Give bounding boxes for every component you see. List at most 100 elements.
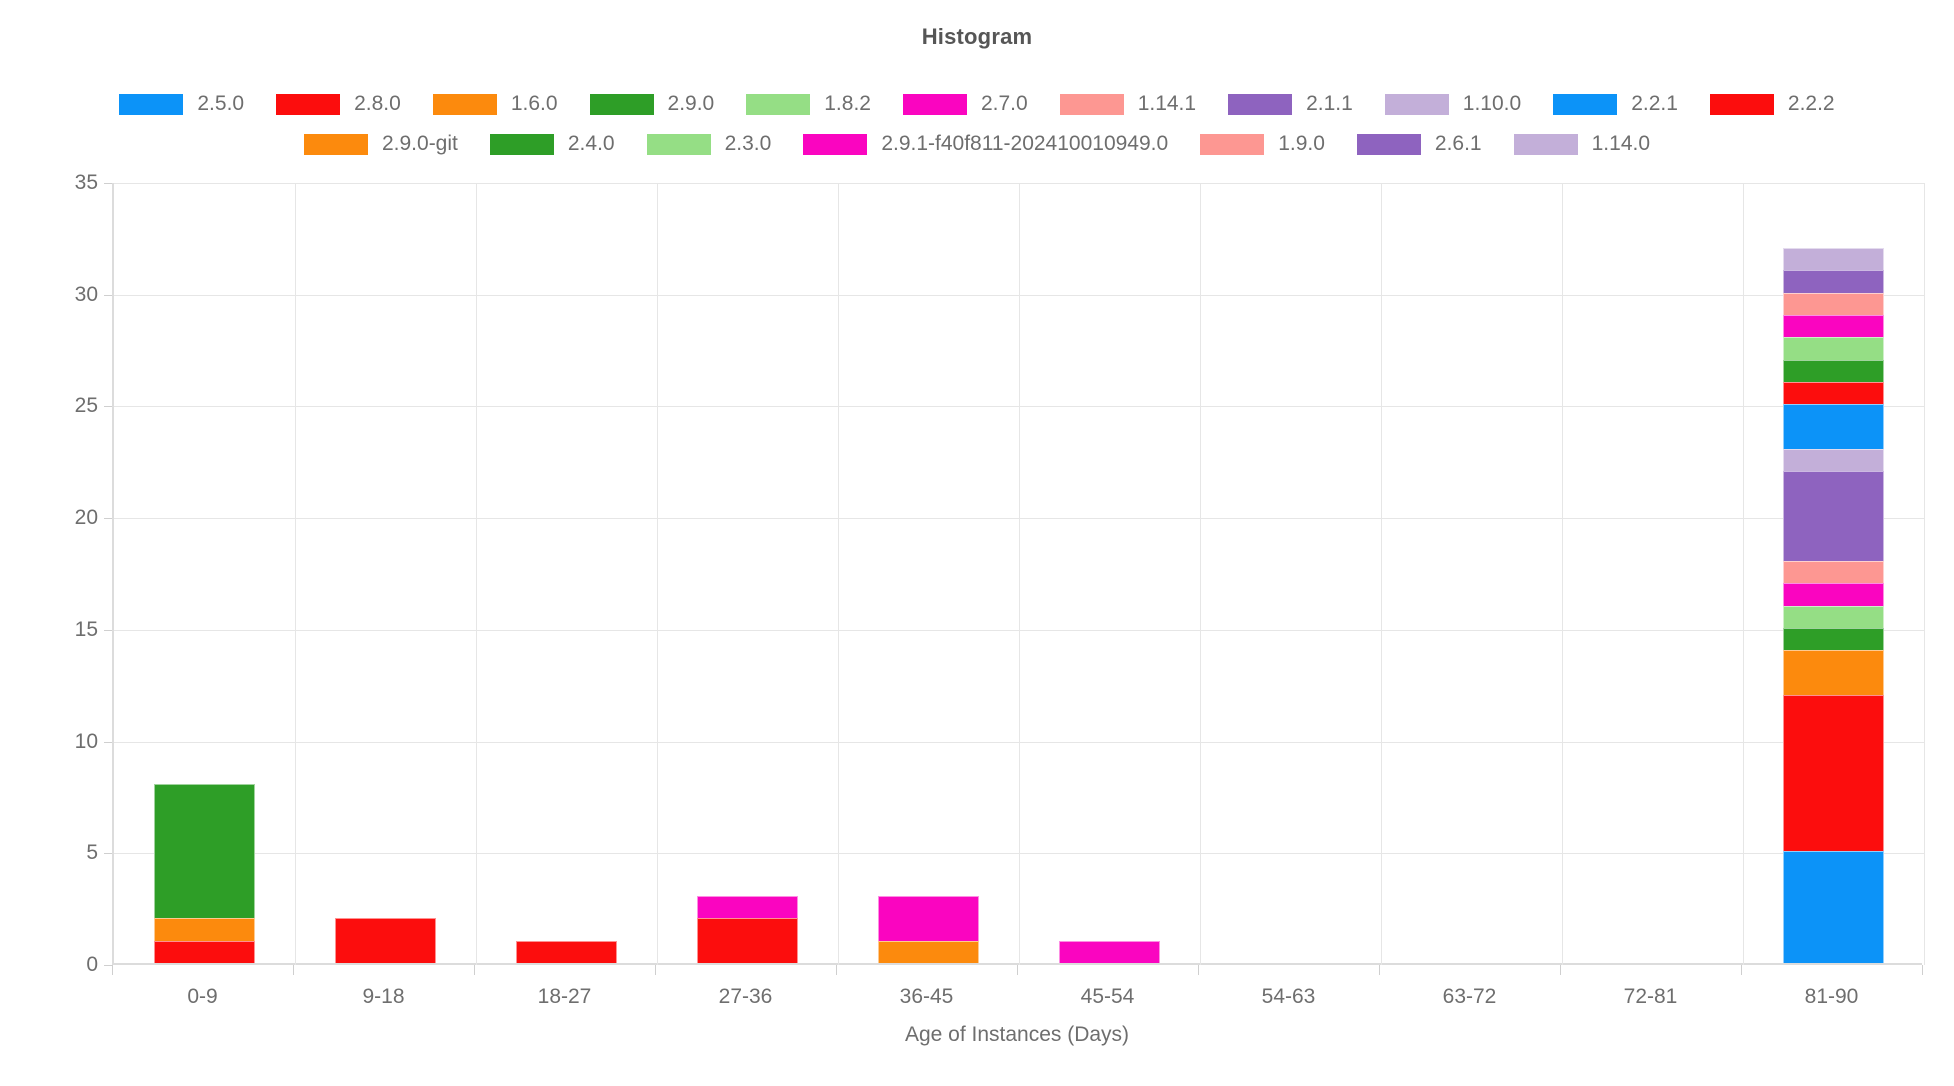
bar-segment[interactable] (1782, 337, 1885, 360)
legend-item[interactable]: 2.9.0 (589, 92, 714, 116)
bar-segment[interactable] (153, 784, 256, 919)
legend-item[interactable]: 1.14.0 (1513, 132, 1651, 156)
bar-segment[interactable] (153, 940, 256, 963)
bar-segment[interactable] (1782, 359, 1885, 383)
x-axis-title: Age of Instances (Days) (904, 1023, 1130, 1046)
y-axis-tick-label: 35 (74, 171, 98, 194)
legend-swatch-icon (119, 93, 184, 115)
x-axis-tick-mark (1741, 965, 1742, 975)
legend-item[interactable]: 1.14.1 (1059, 92, 1196, 116)
legend-swatch-icon (803, 133, 868, 155)
bar-stack[interactable] (515, 940, 618, 963)
legend-item-label: 2.8.0 (354, 92, 401, 115)
bar-segment[interactable] (515, 940, 618, 963)
legend-item[interactable]: 1.10.0 (1384, 92, 1521, 116)
gridline-vertical (295, 183, 296, 965)
x-axis-tick-label: 36-45 (899, 985, 954, 1008)
y-axis-tick-label: 5 (86, 841, 98, 865)
plot-area (112, 183, 1925, 965)
bar-stack[interactable] (153, 784, 256, 963)
legend-item-label: 1.14.0 (1591, 132, 1651, 155)
bar-segment[interactable] (1782, 560, 1885, 584)
legend-item-label: 1.9.0 (1278, 132, 1325, 155)
bar-segment[interactable] (877, 940, 980, 963)
legend-item-label: 2.5.0 (197, 92, 245, 115)
bar-stack[interactable] (1058, 940, 1161, 963)
page-title: Histogram (921, 24, 1033, 49)
legend-swatch-icon (432, 93, 497, 115)
gridline-vertical (1743, 183, 1744, 965)
legend-item-label: 1.6.0 (510, 92, 558, 115)
bar-segment[interactable] (1782, 292, 1885, 316)
x-axis-tick-mark (112, 965, 113, 975)
bar-segment[interactable] (334, 918, 437, 963)
legend-row-2: 2.9.0-git 2.4.0 2.3.0 2.9.1-f40f811-2024100… (0, 124, 1954, 164)
bar-segment[interactable] (696, 896, 799, 919)
bar-segment[interactable] (696, 918, 799, 963)
bar-segment[interactable] (1782, 694, 1885, 852)
bar-segment[interactable] (1782, 248, 1885, 271)
bar-segment[interactable] (1782, 471, 1885, 561)
bar-segment[interactable] (1782, 270, 1885, 293)
legend-item[interactable]: 1.9.0 (1200, 132, 1325, 156)
bar-segment[interactable] (1782, 315, 1885, 338)
x-axis-tick-mark (655, 965, 656, 975)
legend-swatch-icon (646, 133, 711, 155)
x-axis-tick-label: 81-90 (1804, 985, 1859, 1008)
legend-item-label: 2.4.0 (567, 132, 615, 155)
x-axis-tick-label: 0-9 (187, 985, 218, 1008)
legend: 2.5.0 2.8.0 1.6.0 2.9.0 1.8.2 2.7.0 1.14.1 2.1.… (0, 84, 1954, 164)
x-axis-tick-mark (293, 965, 294, 975)
bar-stack[interactable] (877, 896, 980, 963)
legend-swatch-icon (1200, 133, 1265, 155)
legend-item[interactable]: 2.8.0 (276, 92, 401, 116)
bar-segment[interactable] (1782, 650, 1885, 695)
bar-segment[interactable] (1782, 404, 1885, 450)
gridline-vertical (1200, 183, 1201, 965)
bar-segment[interactable] (1782, 851, 1885, 963)
legend-item[interactable]: 2.6.1 (1356, 132, 1482, 156)
bar-stack[interactable] (696, 896, 799, 963)
x-axis-tick-label: 63-72 (1442, 985, 1497, 1008)
x-axis-tick-mark (1922, 965, 1923, 975)
y-axis-tick-mark (104, 406, 112, 408)
x-axis-tick-label: 72-81 (1623, 985, 1678, 1008)
legend-item-label: 2.9.0-git (381, 132, 458, 155)
legend-item[interactable]: 2.9.0-git (303, 132, 458, 156)
legend-item[interactable]: 2.5.0 (119, 92, 244, 116)
bar-segment[interactable] (1782, 605, 1885, 628)
gridline-vertical (476, 183, 477, 965)
legend-item[interactable]: 2.3.0 (646, 132, 771, 156)
legend-item[interactable]: 2.2.1 (1553, 92, 1678, 116)
legend-item[interactable]: 2.9.1-f40f811-202410010949.0 (803, 132, 1168, 156)
bar-stack[interactable] (334, 918, 437, 963)
gridline-vertical (838, 183, 839, 965)
legend-item[interactable]: 2.4.0 (489, 132, 615, 156)
y-axis-tick-mark (104, 629, 112, 631)
legend-item-label: 2.6.1 (1434, 132, 1482, 155)
bar-segment[interactable] (877, 896, 980, 941)
bar-segment[interactable] (153, 918, 256, 941)
legend-swatch-icon (1553, 93, 1618, 115)
legend-item[interactable]: 2.2.2 (1709, 92, 1835, 116)
legend-swatch-icon (489, 133, 554, 155)
bar-segment[interactable] (1782, 627, 1885, 651)
legend-item-label: 2.2.2 (1787, 92, 1835, 115)
legend-swatch-icon (1513, 133, 1578, 155)
legend-item[interactable]: 1.8.2 (746, 92, 871, 116)
x-axis-tick-mark (1379, 965, 1380, 975)
legend-item[interactable]: 2.7.0 (902, 92, 1028, 116)
bar-segment[interactable] (1782, 382, 1885, 405)
bar-segment[interactable] (1782, 449, 1885, 472)
legend-item[interactable]: 2.1.1 (1228, 92, 1353, 116)
bar-stack[interactable] (1782, 248, 1885, 963)
legend-item[interactable]: 1.6.0 (432, 92, 558, 116)
legend-row-1: 2.5.0 2.8.0 1.6.0 2.9.0 1.8.2 2.7.0 1.14.1 2.1.… (0, 84, 1954, 124)
x-axis-tick-mark (836, 965, 837, 975)
y-axis-tick-label: 20 (74, 506, 98, 530)
x-axis-tick-label: 9-18 (362, 985, 405, 1008)
bar-segment[interactable] (1782, 583, 1885, 606)
bar-segment[interactable] (1058, 940, 1161, 963)
x-axis-tick-label: 18-27 (537, 985, 592, 1008)
